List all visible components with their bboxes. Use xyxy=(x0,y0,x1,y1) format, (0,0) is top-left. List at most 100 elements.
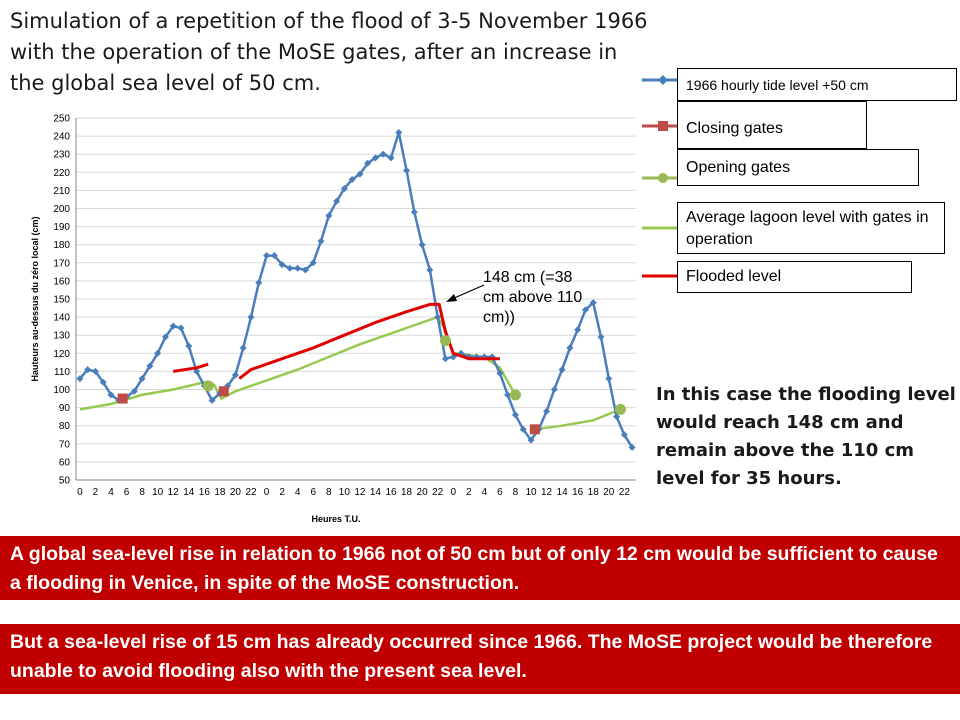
tide-level-point xyxy=(597,333,605,341)
tide-level-point xyxy=(333,197,341,205)
tide-level-point xyxy=(239,344,247,352)
tide-level-point xyxy=(317,237,325,245)
average-level-line xyxy=(79,381,214,411)
y-tick-label: 50 xyxy=(59,476,71,487)
legend-opening-label: Opening gates xyxy=(677,149,919,186)
y-tick-label: 130 xyxy=(53,331,70,342)
y-tick-label: 200 xyxy=(53,204,70,215)
x-tick-label: 20 xyxy=(603,487,615,498)
tide-level-point xyxy=(107,391,115,399)
opening-gate-point xyxy=(202,380,214,392)
x-tick-label: 10 xyxy=(339,487,351,498)
y-tick-label: 230 xyxy=(53,150,70,161)
y-tick-label: 190 xyxy=(53,222,70,233)
y-tick-label: 170 xyxy=(53,258,70,269)
y-tick-label: 60 xyxy=(59,457,71,468)
closing-gate-point xyxy=(117,393,128,404)
tide-level-point xyxy=(418,241,426,249)
tide-level-point xyxy=(348,176,356,184)
x-axis-title: Heures T.U. xyxy=(311,514,360,524)
x-tick-label: 16 xyxy=(385,487,397,498)
peak-annotation: 148 cm (=38 cm above 110 cm)) xyxy=(483,269,583,326)
tide-level-point xyxy=(301,266,309,274)
x-tick-label: 2 xyxy=(466,487,472,498)
tide-level-point xyxy=(193,367,201,375)
tide-level-point xyxy=(294,264,302,272)
x-tick-label: 0 xyxy=(450,487,456,498)
tide-level-point xyxy=(543,407,551,415)
y-tick-label: 90 xyxy=(59,403,71,414)
legend-flooded-label: Flooded level xyxy=(677,261,912,293)
opening-gate-point xyxy=(614,403,626,415)
tide-level-point xyxy=(325,212,333,220)
tide-level-point xyxy=(620,431,628,439)
x-tick-label: 16 xyxy=(199,487,211,498)
x-tick-label: 22 xyxy=(245,487,257,498)
tide-level-point xyxy=(161,333,169,341)
tide-level-point xyxy=(410,208,418,216)
tide-level-point xyxy=(441,355,449,363)
tide-level-point xyxy=(558,366,566,374)
x-tick-label: 14 xyxy=(557,487,569,498)
banner-sea-level-12cm: A global sea-level rise in relation to 1… xyxy=(0,536,960,600)
legend-closing-label: Closing gates xyxy=(677,101,867,149)
x-tick-label: 18 xyxy=(401,487,413,498)
x-tick-label: 8 xyxy=(326,487,332,498)
x-tick-label: 10 xyxy=(152,487,164,498)
x-tick-label: 18 xyxy=(588,487,600,498)
x-tick-label: 0 xyxy=(77,487,83,498)
tide-level-point xyxy=(371,154,379,162)
x-tick-label: 20 xyxy=(417,487,429,498)
tide-level-point xyxy=(504,391,512,399)
closing-gate-point xyxy=(529,424,540,435)
legend-tide-label: 1966 hourly tide level +50 cm xyxy=(677,68,957,101)
tide-level-point xyxy=(550,386,558,393)
tide-level-point xyxy=(566,344,574,352)
tide-level-point xyxy=(628,443,636,451)
y-tick-label: 80 xyxy=(59,421,71,432)
x-tick-label: 4 xyxy=(108,487,114,498)
x-tick-label: 12 xyxy=(541,487,553,498)
x-tick-label: 8 xyxy=(139,487,145,498)
tide-level-point xyxy=(605,375,613,383)
opening-gate-point xyxy=(439,335,451,347)
x-tick-label: 12 xyxy=(354,487,366,498)
x-tick-label: 12 xyxy=(168,487,180,498)
x-tick-label: 0 xyxy=(264,487,270,498)
tide-level-point xyxy=(231,371,239,379)
tide-level-point xyxy=(574,326,582,334)
tide-level-point xyxy=(379,150,387,158)
slide-title: Simulation of a repetition of the flood … xyxy=(10,9,648,95)
tide-level-point xyxy=(169,322,177,330)
flooding-note: In this case the flooding level would re… xyxy=(656,384,956,489)
tide-level-point xyxy=(340,185,348,193)
tide-level-point xyxy=(364,159,372,167)
tide-level-point xyxy=(154,349,162,357)
x-tick-label: 14 xyxy=(370,487,382,498)
tide-level-point xyxy=(403,166,411,174)
y-tick-label: 100 xyxy=(53,385,70,396)
average-level-line xyxy=(212,315,447,401)
flooded-level-line xyxy=(238,302,500,380)
x-tick-label: 14 xyxy=(183,487,195,498)
tide-level-point xyxy=(613,413,621,421)
tide-level-point xyxy=(434,313,442,321)
y-tick-label: 220 xyxy=(53,168,70,179)
tide-level-point xyxy=(449,353,457,361)
tide-level-point xyxy=(496,369,504,377)
x-tick-label: 22 xyxy=(432,487,444,498)
tide-level-point xyxy=(130,387,138,395)
y-tick-label: 140 xyxy=(53,313,70,324)
tide-level-point xyxy=(270,252,278,260)
x-tick-label: 10 xyxy=(525,487,537,498)
tide-level-point xyxy=(255,279,263,287)
x-tick-label: 4 xyxy=(295,487,301,498)
y-tick-label: 250 xyxy=(53,114,70,125)
tide-level-point xyxy=(138,375,146,383)
x-tick-label: 6 xyxy=(497,487,503,498)
x-tick-label: 20 xyxy=(230,487,242,498)
y-tick-label: 160 xyxy=(53,276,70,287)
opening-gate-point xyxy=(509,389,521,401)
annotation-arrow xyxy=(446,284,485,302)
x-tick-label: 18 xyxy=(214,487,226,498)
